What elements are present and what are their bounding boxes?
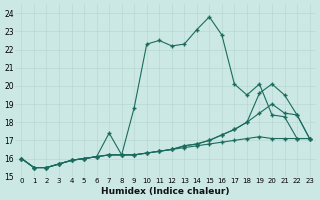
X-axis label: Humidex (Indice chaleur): Humidex (Indice chaleur) [101,187,230,196]
